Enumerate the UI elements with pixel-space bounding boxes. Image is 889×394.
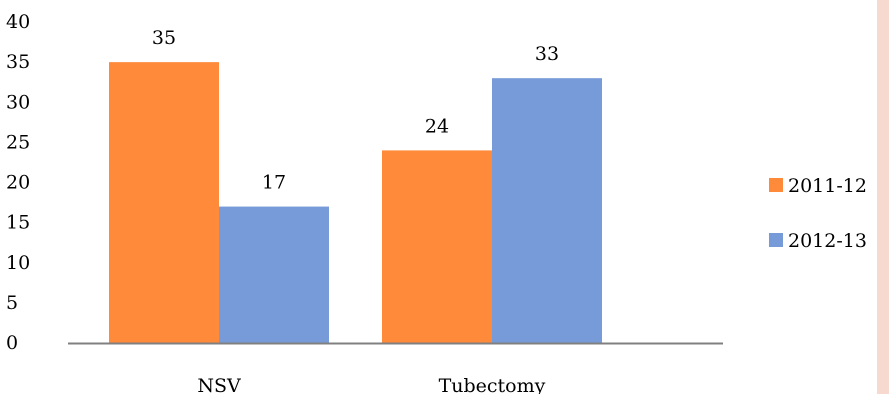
y-tick-label: 30 [6, 91, 30, 113]
legend-label: 2012-13 [788, 230, 867, 252]
y-tick-label: 35 [6, 51, 30, 73]
category-label: NSV [197, 375, 241, 394]
y-tick-label: 40 [6, 11, 30, 33]
category-label: Tubectomy [439, 375, 546, 394]
legend-label: 2011-12 [788, 175, 867, 197]
bar-2012-13-NSV [219, 206, 329, 343]
legend-swatch [769, 233, 783, 247]
data-label: 35 [152, 27, 176, 49]
y-axis-ticks: 0 5 10 15 20 25 30 35 40 [6, 11, 30, 354]
y-tick-label: 0 [6, 332, 18, 354]
data-label: 17 [262, 172, 286, 194]
legend-swatch [769, 178, 783, 192]
bar-2011-12-NSV [109, 62, 219, 343]
data-labels: 35 24 17 33 [152, 27, 559, 193]
data-label: 24 [425, 115, 449, 137]
category-labels: NSV Tubectomy [197, 375, 545, 394]
y-tick-label: 5 [6, 292, 18, 314]
data-label: 33 [535, 43, 559, 65]
bar-2012-13-Tubectomy [492, 78, 602, 344]
y-tick-label: 25 [6, 131, 30, 153]
y-tick-label: 10 [6, 252, 30, 274]
bar-2011-12-Tubectomy [382, 150, 492, 343]
legend: 2011-12 2012-13 [769, 175, 867, 252]
bars [109, 62, 602, 344]
y-tick-label: 20 [6, 172, 30, 194]
side-decoration-strip [877, 0, 889, 394]
y-tick-label: 15 [6, 212, 30, 234]
